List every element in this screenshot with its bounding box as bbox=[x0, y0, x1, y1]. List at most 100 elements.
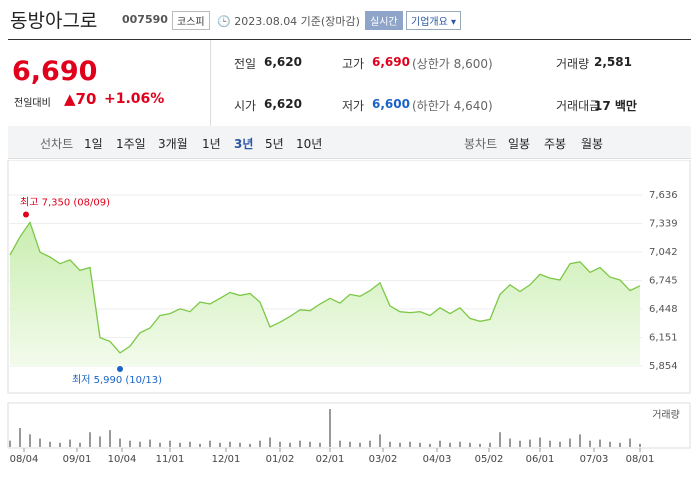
x-tick-label: 06/01 bbox=[526, 454, 555, 465]
change-pct: +1.06% bbox=[104, 91, 165, 107]
volume-bar bbox=[549, 440, 551, 447]
volume-label: 거래량 bbox=[652, 409, 680, 421]
x-tick-label: 10/04 bbox=[108, 454, 137, 465]
tab[interactable]: 1년 bbox=[202, 137, 221, 151]
base-date: 🕒 2023.08.04 기준(장마감) bbox=[217, 15, 360, 28]
tab[interactable]: 월봉 bbox=[581, 137, 604, 151]
volume-bar bbox=[229, 441, 231, 447]
volume-bar bbox=[289, 442, 291, 447]
chart: 5,854 6,151 6,448 6,745 7,042 7,339 7,636 08/04… bbox=[7, 160, 691, 465]
stock-code: 007590 bbox=[122, 13, 168, 26]
volume-bar bbox=[579, 434, 581, 447]
change: ▲70 bbox=[64, 90, 97, 108]
volume-bar bbox=[459, 441, 461, 447]
cell-value: 6,690 bbox=[372, 55, 410, 69]
divider bbox=[210, 40, 211, 126]
volume-bar bbox=[49, 441, 51, 447]
x-tick-label: 12/01 bbox=[212, 454, 241, 465]
volume-bar bbox=[409, 441, 411, 447]
volume-bar bbox=[189, 441, 191, 447]
volume-bar bbox=[469, 442, 471, 447]
tab[interactable]: 1주일 bbox=[116, 137, 146, 151]
volume-bar bbox=[299, 440, 301, 447]
volume-bar bbox=[179, 442, 181, 447]
volume-bar bbox=[419, 442, 421, 447]
tab[interactable]: 3개월 bbox=[158, 137, 188, 151]
volume-bar bbox=[429, 443, 431, 447]
cell-label: 저가 bbox=[342, 99, 365, 113]
volume-bar bbox=[619, 442, 621, 447]
volume-bar bbox=[569, 438, 571, 447]
volume-bar bbox=[489, 442, 491, 447]
volume-bar bbox=[519, 440, 521, 447]
volume-bar bbox=[59, 442, 61, 447]
cell-label: 전일 bbox=[234, 57, 257, 71]
x-tick-label: 04/03 bbox=[423, 454, 452, 465]
volume-bar bbox=[559, 441, 561, 447]
volume-bar bbox=[449, 442, 451, 447]
y-tick-label: 7,636 bbox=[649, 190, 678, 201]
volume-bar bbox=[529, 439, 531, 447]
volume-bar bbox=[9, 440, 11, 447]
tab[interactable]: 5년 bbox=[265, 137, 284, 151]
volume-bar bbox=[279, 441, 281, 447]
annotation-dot bbox=[117, 365, 123, 372]
tab[interactable]: 주봉 bbox=[544, 137, 567, 151]
market-badge: 코스피 bbox=[172, 11, 210, 30]
volume-bar bbox=[249, 443, 251, 447]
cell-value: 6,620 bbox=[264, 55, 302, 69]
x-tick-label: 02/01 bbox=[316, 454, 345, 465]
volume-bar bbox=[159, 442, 161, 447]
x-tick-label: 07/03 bbox=[580, 454, 609, 465]
volume-frame bbox=[7, 402, 691, 449]
cell-value: 17 백만 bbox=[594, 99, 637, 113]
cell-value: 6,600 bbox=[372, 97, 410, 111]
tab-bar: 선차트 1일 1주일 3개월 1년 3년 5년 10년 봉차트 일봉 주봉 월봉 bbox=[8, 126, 691, 159]
price: 6,690 bbox=[12, 56, 98, 87]
volume-bar bbox=[139, 441, 141, 447]
volume-bar bbox=[539, 437, 541, 447]
realtime-badge[interactable]: 실시간 bbox=[365, 11, 403, 30]
overview-text: 기업개요 bbox=[411, 17, 448, 28]
cell-value: 2,581 bbox=[594, 55, 632, 69]
volume-bar bbox=[599, 439, 601, 447]
volume-bar bbox=[99, 436, 101, 447]
date-text: 2023.08.04 기준(장마감) bbox=[234, 15, 360, 28]
volume-bar bbox=[29, 434, 31, 447]
x-tick-label: 03/02 bbox=[369, 454, 398, 465]
annotation-dot bbox=[23, 211, 29, 218]
volume-bar bbox=[479, 443, 481, 447]
overview-button[interactable]: 기업개요 ▾ bbox=[406, 11, 462, 30]
volume-bar bbox=[109, 430, 111, 447]
cell-extra: (상한가 8,600) bbox=[412, 57, 493, 71]
volume-bar bbox=[389, 441, 391, 447]
volume-bar bbox=[639, 443, 641, 447]
tab[interactable]: 일봉 bbox=[508, 137, 531, 151]
volume-bar bbox=[329, 409, 331, 447]
volume-bar bbox=[169, 440, 171, 447]
x-tick-label: 08/04 bbox=[10, 454, 39, 465]
volume-bar bbox=[339, 440, 341, 447]
tab[interactable]: 1일 bbox=[84, 137, 103, 151]
cell-value: 6,620 bbox=[264, 97, 302, 111]
cell-label: 고가 bbox=[342, 57, 365, 71]
tab[interactable]: 10년 bbox=[296, 137, 323, 151]
volume-bar bbox=[399, 442, 401, 447]
volume-bar bbox=[589, 440, 591, 447]
quote-box: 6,690 전일대비 ▲70 +1.06% 전일 6,620 고가 6,690 (상한가… bbox=[8, 39, 691, 127]
cell-label: 시가 bbox=[234, 99, 257, 113]
tab[interactable]: 3년 bbox=[234, 137, 254, 151]
annotation: 최저 5,990 (10/13) bbox=[72, 374, 162, 386]
volume-bar bbox=[149, 439, 151, 447]
volume-bar bbox=[259, 440, 261, 447]
volume-bar bbox=[499, 432, 501, 447]
y-tick-label: 7,339 bbox=[649, 219, 678, 230]
x-tick-label: 01/02 bbox=[266, 454, 295, 465]
volume-bar bbox=[39, 438, 41, 447]
y-tick-label: 5,854 bbox=[649, 361, 678, 372]
cell-extra: (하한가 4,640) bbox=[412, 99, 493, 113]
volume-bar bbox=[199, 443, 201, 447]
volume-bar bbox=[209, 440, 211, 447]
x-tick-label: 09/01 bbox=[63, 454, 92, 465]
x-tick-label: 05/02 bbox=[475, 454, 504, 465]
